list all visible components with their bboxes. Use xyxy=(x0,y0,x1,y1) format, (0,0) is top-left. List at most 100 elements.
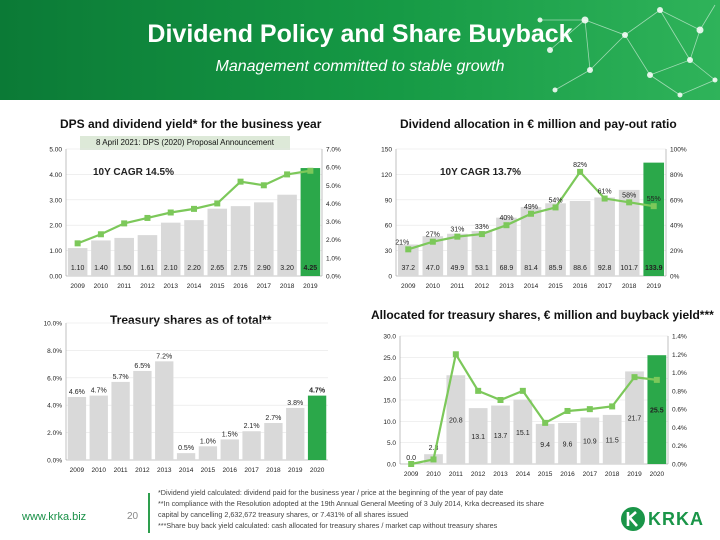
bar-treasury xyxy=(264,423,283,460)
dps-proposal-note: 8 April 2021: DPS (2020) Proposal Announ… xyxy=(80,136,290,150)
bar-dps xyxy=(207,208,228,276)
y-tick-treasury: 0.0% xyxy=(47,458,62,465)
bar-label-buyback: 2.3 xyxy=(429,445,439,452)
y-tick-allocation: 30 xyxy=(385,248,393,255)
line-label-allocation: 82% xyxy=(573,162,587,169)
x-tick-buyback: 2019 xyxy=(627,471,642,478)
bar-allocation xyxy=(569,200,591,276)
y-tick-buyback: 15.0 xyxy=(383,398,396,405)
krka-logo-icon xyxy=(621,507,645,531)
bar-dps xyxy=(160,222,181,276)
line-marker-buyback xyxy=(542,419,549,426)
bar-label-allocation: 85.9 xyxy=(549,265,563,272)
y-tick-allocation: 90 xyxy=(385,197,393,204)
y-tick-buyback: 30.0 xyxy=(383,334,396,341)
bar-buyback xyxy=(647,355,667,464)
bar-label-buyback: 25.5 xyxy=(650,408,664,415)
y-tick-buyback: 0.0 xyxy=(387,462,396,469)
bar-allocation xyxy=(471,231,493,276)
y-tick-dps: 2.00 xyxy=(49,223,62,230)
line-label-allocation: 55% xyxy=(647,196,661,203)
bar-allocation xyxy=(643,162,665,276)
bar-buyback xyxy=(513,399,533,464)
page-subtitle: Management committed to stable growth xyxy=(215,58,505,75)
x-tick-treasury: 2013 xyxy=(157,467,172,474)
bar-dps xyxy=(137,235,158,276)
y-tick-treasury: 2.0% xyxy=(47,430,62,437)
bar-buyback xyxy=(446,375,466,464)
bar-label-allocation: 92.8 xyxy=(598,265,612,272)
line-marker-allocation xyxy=(405,246,412,253)
line-marker-allocation xyxy=(601,195,608,202)
bar-label-treasury: 7.2% xyxy=(156,353,172,360)
bar-label-allocation: 68.9 xyxy=(500,265,514,272)
bar-treasury xyxy=(111,381,130,460)
x-tick-dps: 2009 xyxy=(70,283,85,290)
bar-dps xyxy=(230,206,251,276)
x-tick-dps: 2013 xyxy=(163,283,178,290)
line-marker-dps xyxy=(97,231,104,238)
bar-label-dps: 2.20 xyxy=(187,265,201,272)
x-tick-buyback: 2014 xyxy=(516,471,531,478)
y-tick-treasury: 8.0% xyxy=(47,348,62,355)
line-marker-allocation xyxy=(528,210,534,217)
bar-label-buyback: 20.8 xyxy=(449,418,463,425)
x-tick-treasury: 2018 xyxy=(266,467,281,474)
x-tick-allocation: 2014 xyxy=(524,283,539,290)
bar-label-dps: 2.65 xyxy=(210,265,224,272)
bar-dps xyxy=(67,248,88,276)
line-marker-buyback xyxy=(631,374,638,381)
bar-buyback xyxy=(580,417,600,464)
line-marker-allocation xyxy=(454,233,461,240)
y2-tick-allocation: 40% xyxy=(670,223,683,230)
bar-label-treasury: 6.5% xyxy=(134,363,150,370)
line-marker-allocation xyxy=(650,203,657,210)
y2-tick-buyback: 0.2% xyxy=(672,443,687,450)
x-tick-allocation: 2015 xyxy=(548,283,563,290)
line-marker-buyback xyxy=(564,407,571,414)
x-tick-buyback: 2020 xyxy=(650,471,665,478)
bar-label-buyback: 9.6 xyxy=(563,442,573,449)
x-tick-allocation: 2016 xyxy=(573,283,588,290)
bar-label-treasury: 5.7% xyxy=(113,374,129,381)
y2-tick-buyback: 0.0% xyxy=(672,462,687,469)
bar-allocation xyxy=(447,233,468,276)
y2-tick-dps: 1.0% xyxy=(326,255,341,262)
x-tick-treasury: 2015 xyxy=(201,467,216,474)
bar-allocation xyxy=(422,236,444,276)
x-tick-dps: 2012 xyxy=(140,283,155,290)
website-link[interactable]: www.krka.biz xyxy=(22,511,87,523)
bar-allocation xyxy=(496,217,517,276)
x-tick-dps: 2019 xyxy=(303,283,318,290)
bar-dps xyxy=(254,202,274,276)
bar-allocation xyxy=(594,197,615,276)
x-tick-buyback: 2017 xyxy=(583,471,598,478)
x-tick-buyback: 2009 xyxy=(404,471,419,478)
line-marker-allocation xyxy=(626,199,633,206)
bar-label-treasury: 2.7% xyxy=(265,415,281,422)
bar-label-treasury: 4.7% xyxy=(309,388,326,395)
x-tick-treasury: 2011 xyxy=(114,467,128,474)
chart-title-allocation: Dividend allocation in € million and pay… xyxy=(400,117,677,131)
line-marker-buyback xyxy=(408,461,415,467)
bar-label-allocation: 47.0 xyxy=(426,265,440,272)
bar-label-buyback: 13.1 xyxy=(471,434,485,441)
y-tick-dps: 1.00 xyxy=(49,248,62,255)
bar-dps xyxy=(277,194,297,276)
y2-tick-allocation: 0% xyxy=(670,274,680,281)
footnote-buyback-yield: ***Share buy back yield calculated: cash… xyxy=(158,521,498,530)
cagr-label-allocation: 10Y CAGR 13.7% xyxy=(440,167,521,178)
bar-buyback xyxy=(468,408,488,464)
x-tick-treasury: 2012 xyxy=(135,467,150,474)
x-tick-dps: 2011 xyxy=(117,283,131,290)
x-tick-dps: 2016 xyxy=(233,283,248,290)
bar-label-dps: 2.90 xyxy=(257,265,271,272)
x-tick-treasury: 2016 xyxy=(223,467,238,474)
x-tick-buyback: 2010 xyxy=(426,471,441,478)
bar-dps xyxy=(114,237,134,276)
bar-buyback xyxy=(625,371,644,464)
footnote-dividend-yield: *Dividend yield calculated: dividend pai… xyxy=(158,488,504,497)
bar-buyback xyxy=(602,414,622,464)
x-tick-buyback: 2018 xyxy=(605,471,620,478)
